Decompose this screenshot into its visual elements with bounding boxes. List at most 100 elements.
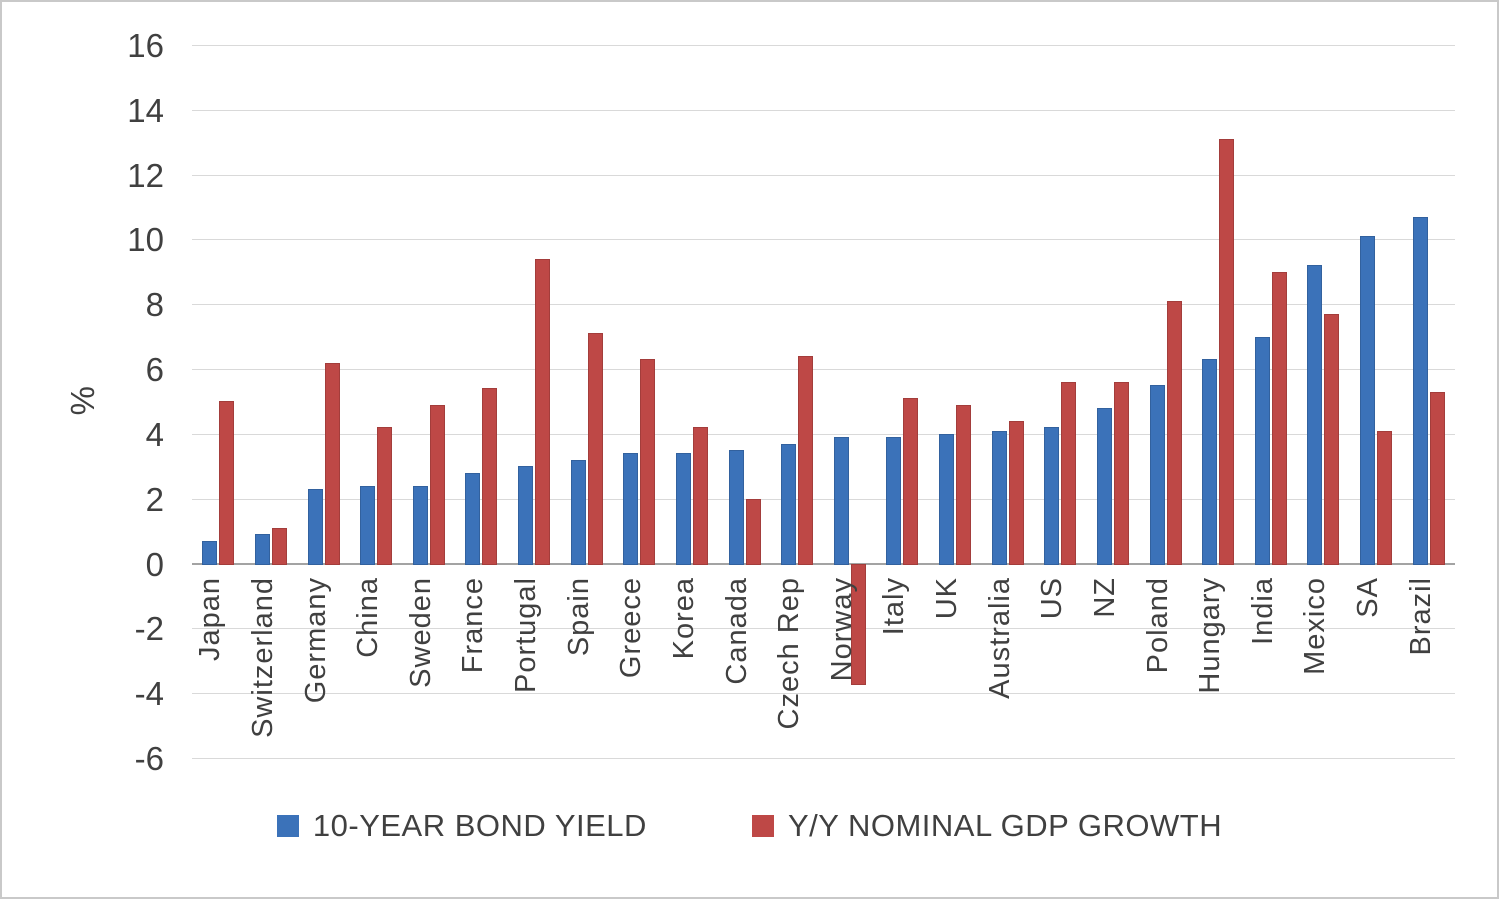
gridline <box>192 109 1455 111</box>
bar-y-y-nominal-gdp-growth-canada <box>745 498 761 566</box>
x-axis-label-india: India <box>1246 576 1279 645</box>
gridline <box>192 369 1455 371</box>
y-axis-title: % <box>64 386 101 416</box>
bar-10-year-bond-yield-korea <box>675 453 691 566</box>
bar-10-year-bond-yield-sweden <box>412 485 428 566</box>
legend-item-bond-yield: 10-YEAR BOND YIELD <box>276 808 647 844</box>
y-axis-tick-label: 14 <box>127 91 164 129</box>
bar-10-year-bond-yield-hungary <box>1202 359 1218 566</box>
bar-y-y-nominal-gdp-growth-us <box>1061 382 1077 566</box>
x-axis-label-nz: NZ <box>1088 576 1121 618</box>
gridline <box>192 239 1455 241</box>
bar-y-y-nominal-gdp-growth-mexico <box>1324 313 1340 566</box>
bar-10-year-bond-yield-poland <box>1149 385 1165 566</box>
y-axis-tick-label: 4 <box>145 415 164 453</box>
bar-10-year-bond-yield-canada <box>728 450 744 566</box>
bar-y-y-nominal-gdp-growth-uk <box>956 404 972 566</box>
x-axis-label-hungary: Hungary <box>1194 576 1227 694</box>
gridline <box>192 304 1455 306</box>
legend-label-gdp-growth: Y/Y NOMINAL GDP GROWTH <box>787 808 1223 843</box>
bar-y-y-nominal-gdp-growth-france <box>482 388 498 566</box>
bar-10-year-bond-yield-portugal <box>518 466 534 566</box>
gridline <box>192 174 1455 176</box>
y-axis-tick-label: 12 <box>127 156 164 194</box>
x-axis-label-greece: Greece <box>615 576 648 678</box>
bar-y-y-nominal-gdp-growth-hungary <box>1219 138 1235 566</box>
y-axis-tick-label: -2 <box>134 610 164 648</box>
legend-label-bond-yield: 10-YEAR BOND YIELD <box>312 808 647 843</box>
x-axis-label-portugal: Portugal <box>510 576 543 693</box>
bar-10-year-bond-yield-sa <box>1360 236 1376 566</box>
y-axis-tick-label: 8 <box>145 286 164 324</box>
bar-10-year-bond-yield-mexico <box>1307 265 1323 566</box>
bar-y-y-nominal-gdp-growth-sa <box>1377 430 1393 566</box>
bar-10-year-bond-yield-brazil <box>1412 216 1428 566</box>
bar-y-y-nominal-gdp-growth-czech-rep <box>798 356 814 566</box>
gridline <box>192 498 1455 500</box>
x-axis-label-china: China <box>352 576 385 658</box>
bar-10-year-bond-yield-india <box>1254 336 1270 566</box>
x-axis-label-canada: Canada <box>720 576 753 685</box>
x-axis-label-sa: SA <box>1352 576 1385 618</box>
x-axis-label-us: US <box>1036 576 1069 619</box>
bar-y-y-nominal-gdp-growth-greece <box>640 359 656 566</box>
gridline <box>192 693 1455 695</box>
legend-swatch-gdp-growth <box>751 815 774 837</box>
bar-10-year-bond-yield-spain <box>570 459 586 566</box>
x-axis-label-czech-rep: Czech Rep <box>773 576 806 729</box>
bar-y-y-nominal-gdp-growth-brazil <box>1429 391 1445 566</box>
x-axis-line <box>192 562 1455 565</box>
y-axis-tick-label: 16 <box>127 26 164 64</box>
bar-10-year-bond-yield-greece <box>623 453 639 566</box>
x-axis-label-poland: Poland <box>1141 576 1174 673</box>
bar-y-y-nominal-gdp-growth-italy <box>903 398 919 566</box>
bar-y-y-nominal-gdp-growth-norway <box>850 563 866 686</box>
bar-10-year-bond-yield-australia <box>991 430 1007 566</box>
bar-10-year-bond-yield-japan <box>202 540 218 566</box>
x-axis-label-korea: Korea <box>667 576 700 659</box>
gridline <box>192 44 1455 46</box>
y-axis-tick-label: 2 <box>145 480 164 518</box>
x-axis-label-spain: Spain <box>562 576 595 656</box>
bar-y-y-nominal-gdp-growth-portugal <box>535 258 551 566</box>
x-axis-label-germany: Germany <box>299 576 332 703</box>
bar-y-y-nominal-gdp-growth-spain <box>587 333 603 566</box>
bar-y-y-nominal-gdp-growth-switzerland <box>271 527 287 566</box>
x-axis-label-switzerland: Switzerland <box>246 576 279 738</box>
bar-y-y-nominal-gdp-growth-australia <box>1008 420 1024 566</box>
bar-y-y-nominal-gdp-growth-india <box>1271 271 1287 566</box>
x-axis-label-norway: Norway <box>825 576 858 681</box>
x-axis-label-australia: Australia <box>983 576 1016 699</box>
legend: 10-YEAR BOND YIELD Y/Y NOMINAL GDP GROWT… <box>2 808 1497 844</box>
bar-10-year-bond-yield-italy <box>886 437 902 566</box>
bar-10-year-bond-yield-norway <box>833 437 849 566</box>
y-axis-tick-label: 10 <box>127 221 164 259</box>
legend-item-gdp-growth: Y/Y NOMINAL GDP GROWTH <box>751 808 1223 844</box>
bar-10-year-bond-yield-france <box>465 472 481 566</box>
bar-10-year-bond-yield-nz <box>1096 407 1112 566</box>
bar-10-year-bond-yield-china <box>360 485 376 566</box>
x-axis-label-italy: Italy <box>878 576 911 635</box>
bar-10-year-bond-yield-germany <box>307 488 323 566</box>
x-axis-label-uk: UK <box>931 576 964 619</box>
bar-y-y-nominal-gdp-growth-germany <box>324 362 340 566</box>
bar-10-year-bond-yield-czech-rep <box>781 443 797 566</box>
y-axis-tick-label: -4 <box>134 675 164 713</box>
y-axis-tick-label: 6 <box>145 351 164 389</box>
bar-y-y-nominal-gdp-growth-nz <box>1113 382 1129 566</box>
bar-10-year-bond-yield-us <box>1044 427 1060 566</box>
gridline <box>192 433 1455 435</box>
bar-10-year-bond-yield-uk <box>939 433 955 566</box>
legend-swatch-bond-yield <box>276 815 299 837</box>
x-axis-label-brazil: Brazil <box>1404 576 1437 656</box>
gridline <box>192 628 1455 630</box>
x-axis-label-france: France <box>457 576 490 673</box>
bar-y-y-nominal-gdp-growth-china <box>377 427 393 566</box>
bar-10-year-bond-yield-switzerland <box>254 534 270 566</box>
x-axis-label-japan: Japan <box>194 576 227 661</box>
y-axis-tick-label: 0 <box>145 545 164 583</box>
x-axis-label-sweden: Sweden <box>404 576 437 688</box>
bar-y-y-nominal-gdp-growth-korea <box>692 427 708 566</box>
bar-y-y-nominal-gdp-growth-sweden <box>429 404 445 566</box>
